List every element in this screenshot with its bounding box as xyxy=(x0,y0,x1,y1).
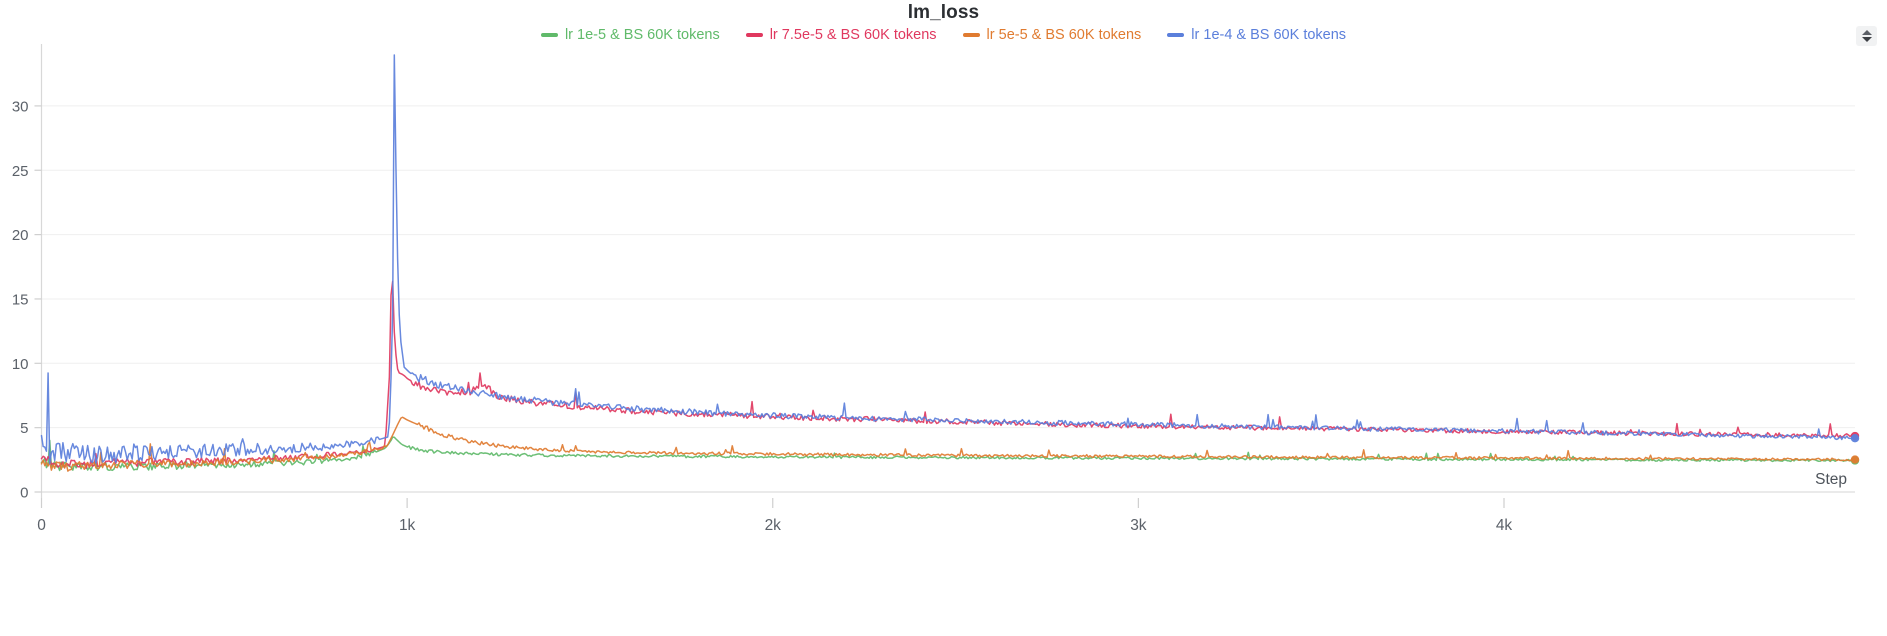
legend-item-label: lr 7.5e-5 & BS 60K tokens xyxy=(769,27,937,43)
legend-item[interactable]: lr 5e-5 & BS 60K tokens xyxy=(962,27,1142,43)
up-down-stepper-icon[interactable] xyxy=(1856,26,1877,46)
series-line[interactable] xyxy=(40,54,1856,465)
series-line[interactable] xyxy=(40,280,1856,470)
y-tick-label: 5 xyxy=(20,420,28,437)
page-title: lm_loss xyxy=(907,2,980,23)
legend-swatch-icon xyxy=(745,33,763,37)
chevron-up-icon xyxy=(1861,30,1872,35)
x-tick-label: 2k xyxy=(765,517,782,534)
chart-legend: lr 1e-5 & BS 60K tokens lr 7.5e-5 & BS 60… xyxy=(0,27,1887,43)
y-tick-label: 0 xyxy=(20,485,28,502)
y-tick-label: 25 xyxy=(12,163,29,180)
legend-item-label: lr 5e-5 & BS 60K tokens xyxy=(986,27,1142,43)
legend-item[interactable]: lr 7.5e-5 & BS 60K tokens xyxy=(745,27,937,43)
y-tick-label: 15 xyxy=(12,291,29,308)
y-tick-label: 20 xyxy=(12,227,29,244)
x-tick-label: 0 xyxy=(37,517,46,534)
legend-item[interactable]: lr 1e-5 & BS 60K tokens xyxy=(540,27,720,43)
legend-item-label: lr 1e-5 & BS 60K tokens xyxy=(564,27,720,43)
series-endpoint-marker[interactable] xyxy=(1850,455,1860,464)
y-tick-label: 30 xyxy=(12,98,29,115)
legend-swatch-icon xyxy=(1167,33,1185,37)
x-tick-label: 3k xyxy=(1130,517,1147,534)
legend-item-label: lr 1e-4 & BS 60K tokens xyxy=(1191,27,1347,43)
y-tick-label: 10 xyxy=(12,356,29,373)
series-endpoint-marker[interactable] xyxy=(1850,434,1860,443)
legend-item[interactable]: lr 1e-4 & BS 60K tokens xyxy=(1167,27,1346,43)
chevron-down-icon xyxy=(1861,37,1872,42)
series-line[interactable] xyxy=(40,416,1856,472)
legend-swatch-icon xyxy=(962,33,980,37)
x-axis-title: Step xyxy=(1815,471,1847,488)
series-line[interactable] xyxy=(40,436,1856,472)
x-tick-label: 1k xyxy=(399,517,416,534)
x-tick-label: 4k xyxy=(1496,517,1513,534)
legend-swatch-icon xyxy=(540,33,558,37)
